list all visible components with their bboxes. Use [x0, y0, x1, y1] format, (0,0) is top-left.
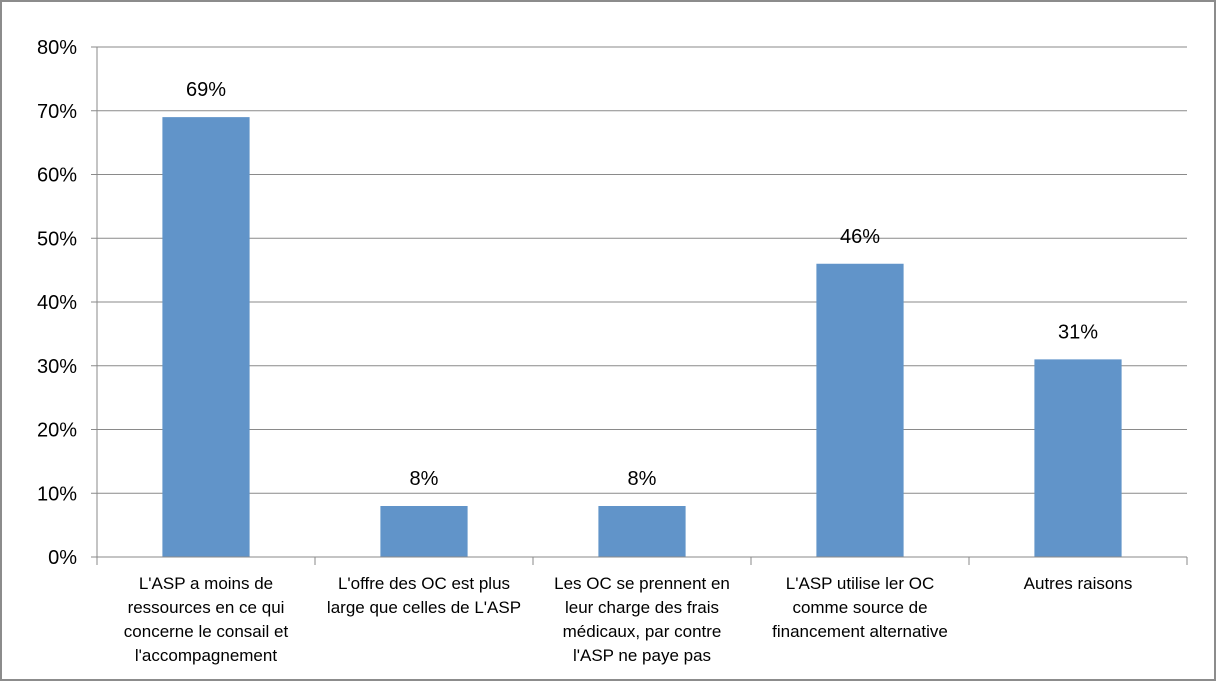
- x-category-label: comme source de: [792, 598, 927, 617]
- data-label: 31%: [1058, 321, 1098, 343]
- bar-4: [816, 263, 904, 557]
- x-category-label: l'accompagnement: [135, 646, 277, 665]
- x-category-label: financement alternative: [772, 622, 948, 641]
- bar-5: [1034, 359, 1122, 557]
- x-category-label: Les OC se prennent en: [554, 574, 730, 593]
- data-label: 8%: [628, 468, 657, 490]
- data-label: 46%: [840, 226, 880, 248]
- data-label: 8%: [410, 468, 439, 490]
- bar-2: [380, 506, 468, 557]
- y-tick-label: 0%: [48, 547, 77, 569]
- x-category-label: ressources en ce qui: [128, 598, 285, 617]
- x-category-label: L'ASP a moins de: [139, 574, 273, 593]
- y-tick-label: 20%: [37, 420, 77, 442]
- x-category-label: l'ASP ne paye pas: [573, 646, 711, 665]
- x-category-label: L'offre des OC est plus: [338, 574, 510, 593]
- x-category-label: médicaux, par contre: [563, 622, 722, 641]
- y-tick-label: 80%: [37, 37, 77, 59]
- y-tick-label: 30%: [37, 356, 77, 378]
- x-category-label: concerne le consail et: [124, 622, 289, 641]
- y-tick-label: 50%: [37, 228, 77, 250]
- y-tick-label: 40%: [37, 292, 77, 314]
- bar-3: [598, 506, 686, 557]
- x-category-label: Autres raisons: [1024, 574, 1133, 593]
- data-label: 69%: [186, 79, 226, 101]
- y-tick-label: 60%: [37, 165, 77, 187]
- x-category-label: large que celles de L'ASP: [327, 598, 521, 617]
- x-category-label: L'ASP utilise ler OC: [786, 574, 934, 593]
- y-tick-label: 70%: [37, 101, 77, 123]
- bar-1: [162, 117, 250, 557]
- y-tick-label: 10%: [37, 483, 77, 505]
- x-category-label: leur charge des frais: [565, 598, 719, 617]
